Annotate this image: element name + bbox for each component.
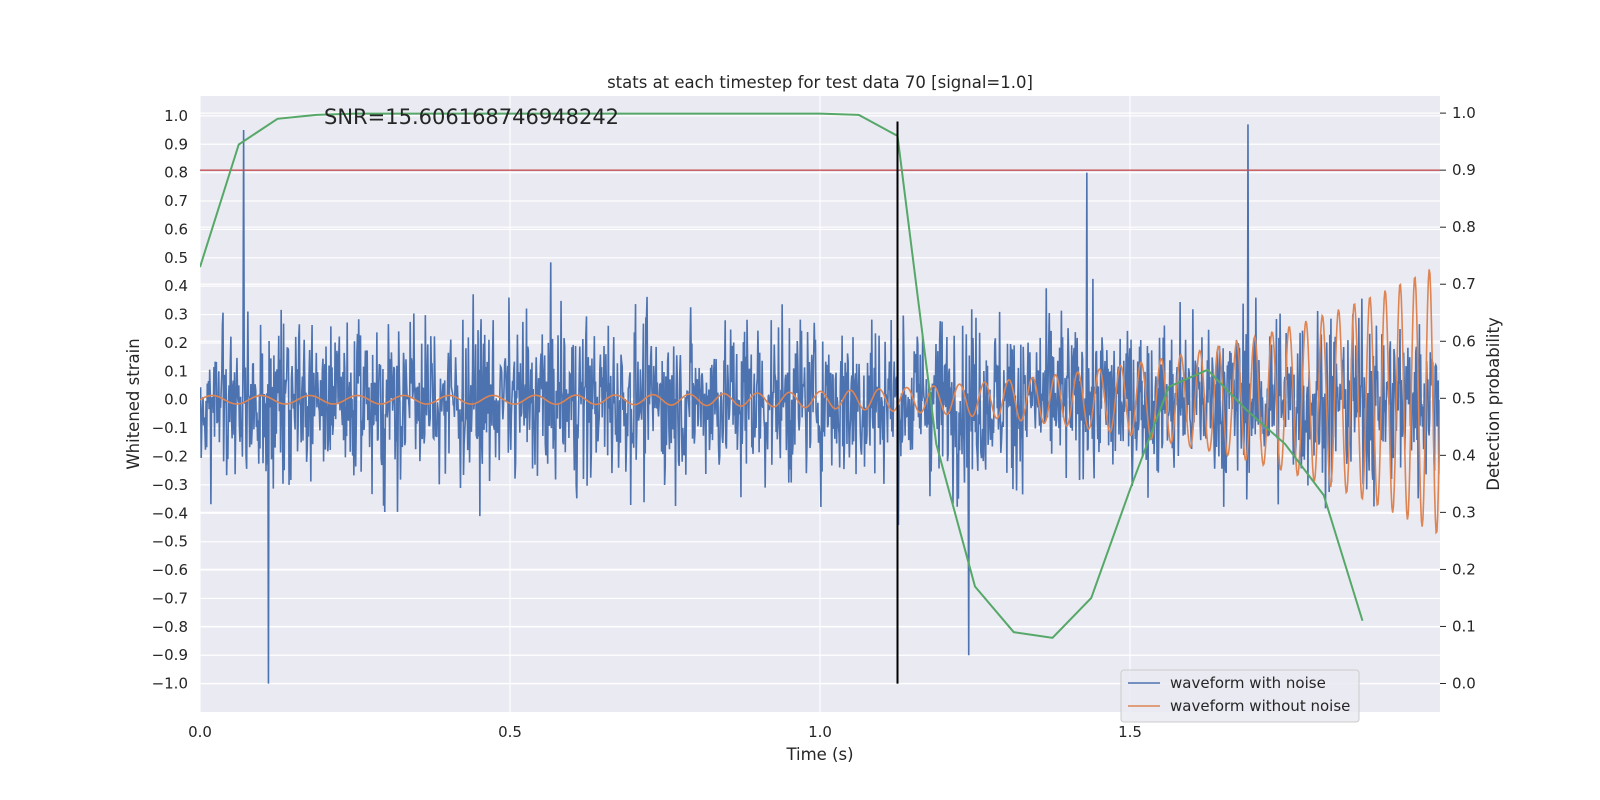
y-tick-label-left: −0.9 <box>152 646 188 664</box>
y-tick-label-left: −0.7 <box>152 589 188 607</box>
legend-box <box>1120 669 1360 723</box>
y-tick-label-left: −0.6 <box>152 561 188 579</box>
x-tick-label: 1.5 <box>1118 723 1142 741</box>
y-tick-label-right: 0.4 <box>1452 446 1476 464</box>
y-tick-label-right: 0.1 <box>1452 617 1476 635</box>
y-tick-label-right: 0.6 <box>1452 332 1476 350</box>
x-tick-label: 1.0 <box>808 723 832 741</box>
y-tick-label-left: 0.7 <box>164 192 188 210</box>
y-axis-label-right: Detection probability <box>1484 317 1503 491</box>
ticks: 0.0 0.5 1.0 1.5 −1.0 −0.9 −0.8 −0.7 −0.6 −0.5 −0.4… <box>152 104 1476 741</box>
y-tick-label-left: −0.3 <box>152 476 188 494</box>
legend: waveform with noise waveform without noi… <box>1120 669 1360 723</box>
y-tick-label-left: 0.9 <box>164 135 188 153</box>
y-tick-label-left: −1.0 <box>152 675 188 693</box>
y-tick-label-left: 0.6 <box>164 220 188 238</box>
y-tick-label-left: 0.2 <box>164 334 188 352</box>
y-tick-label-left: 0.0 <box>164 391 188 409</box>
series-waveform-without-noise <box>200 269 1440 535</box>
y-tick-label-left: 0.3 <box>164 306 188 324</box>
legend-label-clean: waveform without noise <box>1170 697 1350 715</box>
y-tick-label-right: 0.7 <box>1452 275 1476 293</box>
series-detection-probability <box>200 112 1364 639</box>
legend-label-noisy: waveform with noise <box>1170 674 1326 692</box>
y-tick-label-left: −0.8 <box>152 618 188 636</box>
y-tick-label-left: 0.4 <box>164 277 188 295</box>
y-tick-label-right: 0.9 <box>1452 161 1476 179</box>
y-tick-label-right: 0.3 <box>1452 503 1476 521</box>
y-tick-label-right: 0.5 <box>1452 389 1476 407</box>
y-tick-label-left: 1.0 <box>164 107 188 125</box>
y-tick-label-right: 0.8 <box>1452 218 1476 236</box>
x-tick-label: 0.5 <box>498 723 522 741</box>
x-axis-label: Time (s) <box>785 745 853 764</box>
y-tick-label-left: −0.4 <box>152 504 188 522</box>
y-tick-label-right: 0.2 <box>1452 560 1476 578</box>
y-tick-label-left: −0.5 <box>152 533 188 551</box>
y-tick-label-right: 1.0 <box>1452 104 1476 122</box>
y-tick-label-left: 0.5 <box>164 249 188 267</box>
y-tick-label-left: −0.1 <box>152 419 188 437</box>
y-tick-label-left: 0.8 <box>164 164 188 182</box>
snr-annotation: SNR=15.606168746948242 <box>324 105 619 129</box>
y-tick-label-left: 0.1 <box>164 362 188 380</box>
series-layer <box>200 112 1440 684</box>
chart-title: stats at each timestep for test data 70 … <box>607 73 1033 92</box>
y-tick-label-right: 0.0 <box>1452 674 1476 692</box>
y-axis-label-left: Whitened strain <box>124 338 143 469</box>
x-tick-label: 0.0 <box>188 723 212 741</box>
y-tick-label-left: −0.2 <box>152 448 188 466</box>
